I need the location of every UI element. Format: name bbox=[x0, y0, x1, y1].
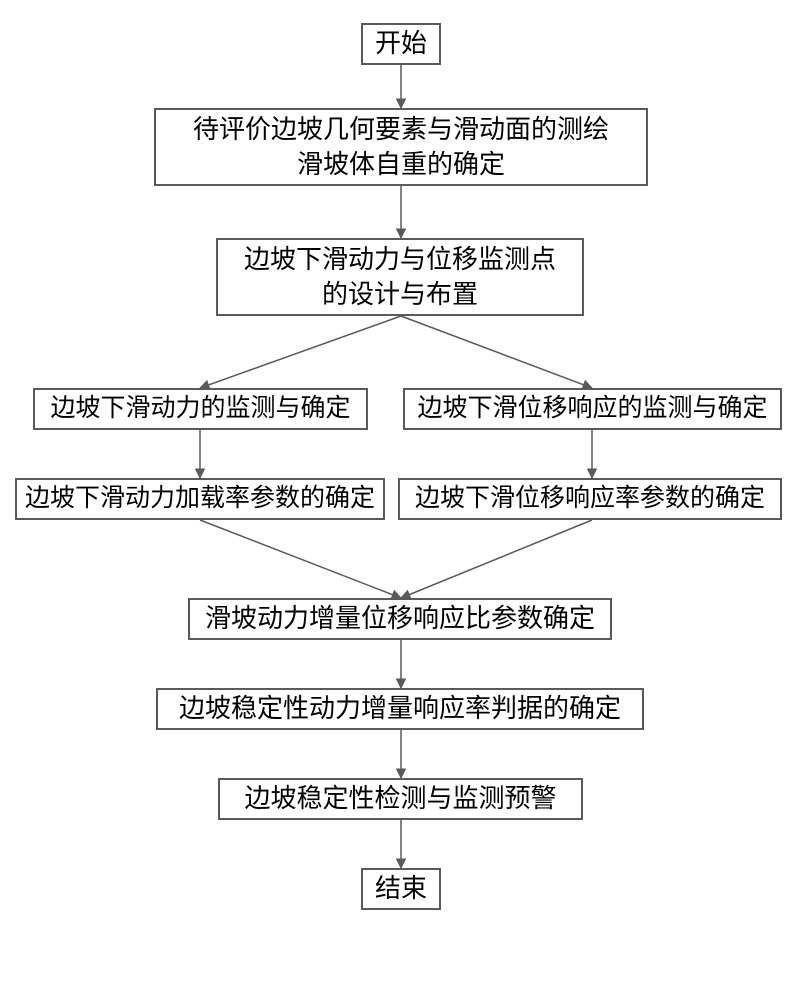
flow-node-n5: 滑坡动力增量位移响应比参数确定 bbox=[188, 598, 612, 640]
flow-node-n3l: 边坡下滑动力的监测与确定 bbox=[33, 388, 368, 430]
flow-node-n1: 待评价边坡几何要素与滑动面的测绘滑坡体自重的确定 bbox=[154, 108, 648, 186]
flow-edge bbox=[200, 520, 401, 598]
flow-node-n6: 边坡稳定性动力增量响应率判据的确定 bbox=[156, 688, 644, 730]
flow-edge bbox=[200, 316, 401, 388]
flow-edge bbox=[401, 520, 592, 598]
flow-node-start: 开始 bbox=[361, 23, 441, 65]
flow-node-n3r: 边坡下滑位移响应的监测与确定 bbox=[403, 388, 782, 430]
flow-node-n4l: 边坡下滑动力加载率参数的确定 bbox=[15, 478, 385, 520]
flowchart-canvas: 开始待评价边坡几何要素与滑动面的测绘滑坡体自重的确定边坡下滑动力与位移监测点的设… bbox=[0, 0, 802, 1000]
flow-node-end: 结束 bbox=[361, 868, 441, 910]
flow-node-n4r: 边坡下滑位移响应率参数的确定 bbox=[398, 478, 782, 520]
flow-node-n2: 边坡下滑动力与位移监测点的设计与布置 bbox=[216, 238, 584, 316]
flow-node-n7: 边坡稳定性检测与监测预警 bbox=[218, 778, 583, 820]
flow-edge bbox=[401, 316, 592, 388]
